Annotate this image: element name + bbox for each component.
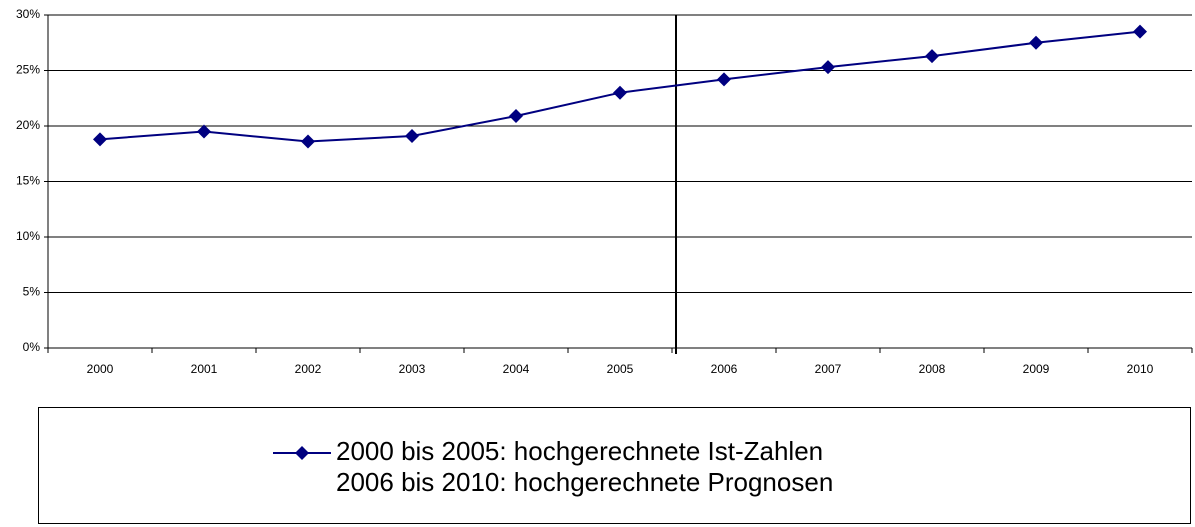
data-point <box>717 72 731 87</box>
legend-label: 2000 bis 2005: hochgerechnete Ist-Zahlen… <box>336 436 834 497</box>
y-tick-label: 0% <box>23 340 41 354</box>
legend: 2000 bis 2005: hochgerechnete Ist-Zahlen… <box>38 407 1191 524</box>
data-point <box>93 132 107 147</box>
x-tick-label: 2005 <box>607 362 634 376</box>
chart: 0% 5% 10% 15% 20% 25% 30% 2000 2001 2002 2003 2004 2… <box>16 7 1193 376</box>
data-point <box>821 60 835 75</box>
x-tick-label: 2004 <box>503 362 530 376</box>
y-tick-label: 5% <box>23 285 41 299</box>
y-tick-label: 10% <box>16 229 40 243</box>
data-point <box>509 109 523 124</box>
data-point <box>197 124 211 139</box>
x-tick-label: 2006 <box>711 362 738 376</box>
y-tick-label: 25% <box>16 63 40 77</box>
y-tick-label: 15% <box>16 174 40 188</box>
data-point <box>925 49 939 64</box>
x-tick-label: 2007 <box>815 362 842 376</box>
x-tick-label: 2002 <box>295 362 322 376</box>
data-point <box>1133 24 1147 39</box>
x-tick-label: 2010 <box>1127 362 1154 376</box>
data-point <box>405 128 419 143</box>
x-tick-label: 2008 <box>919 362 946 376</box>
data-point <box>1029 35 1043 50</box>
data-point <box>301 134 315 149</box>
x-tick-label: 2009 <box>1023 362 1050 376</box>
x-tick-label: 2003 <box>399 362 426 376</box>
data-point <box>613 85 627 100</box>
legend-marker <box>273 446 331 460</box>
y-tick-label: 20% <box>16 118 40 132</box>
x-tick-label: 2000 <box>87 362 114 376</box>
y-tick-label: 30% <box>16 7 40 21</box>
x-tick-label: 2001 <box>191 362 218 376</box>
